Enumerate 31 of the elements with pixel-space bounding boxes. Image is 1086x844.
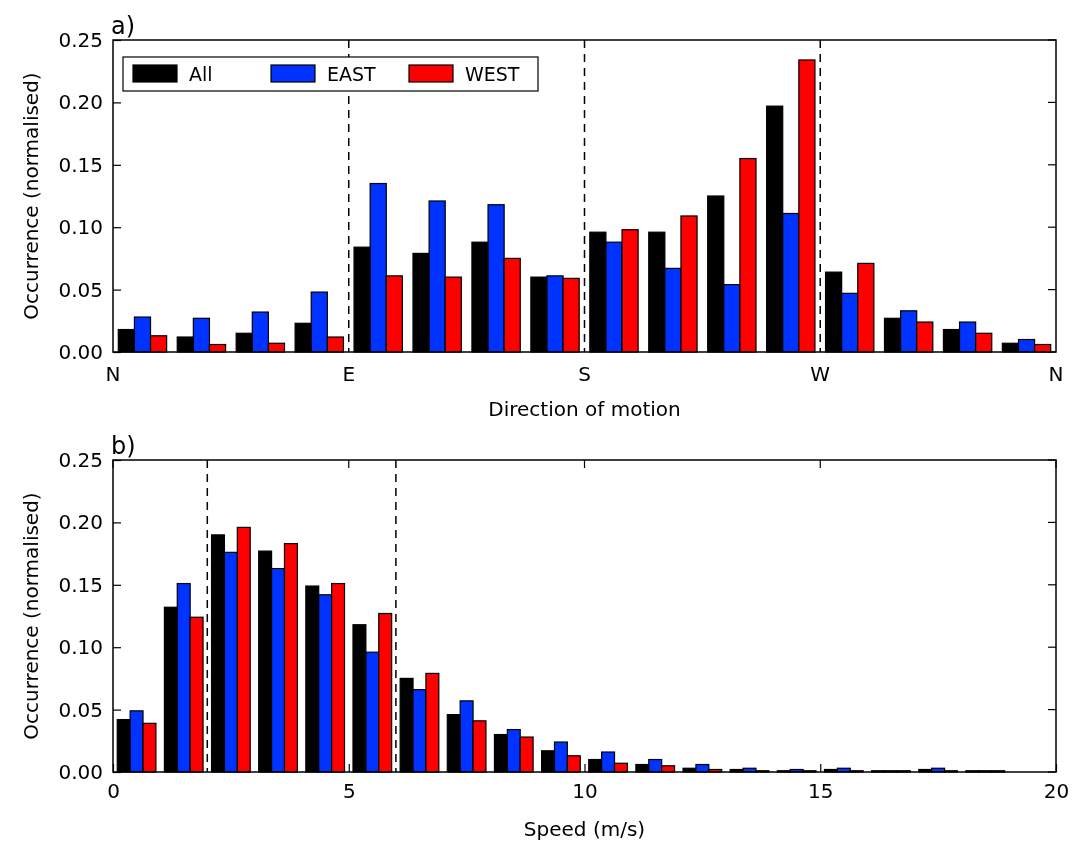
y-tick-label: 0.10 bbox=[58, 215, 103, 240]
x-axis-title: Speed (m/s) bbox=[523, 817, 646, 841]
chart-title: a) bbox=[111, 12, 136, 40]
x-tick-label: 10 bbox=[572, 779, 598, 804]
y-axis-title: Occurrence (normalised) bbox=[19, 72, 43, 320]
text: E bbox=[342, 362, 356, 386]
legend-label: All bbox=[189, 63, 213, 85]
text: N bbox=[1048, 362, 1064, 386]
text: W bbox=[810, 362, 831, 386]
text: S bbox=[578, 362, 591, 386]
y-axis-title: Occurrence (normalised) bbox=[19, 492, 43, 740]
y-tick-label: 0.05 bbox=[58, 697, 103, 722]
chart-title: b) bbox=[111, 432, 136, 460]
y-tick-label: 0.25 bbox=[58, 27, 103, 52]
y-tick-label: 0.20 bbox=[58, 510, 103, 535]
x-tick-label: 0 bbox=[107, 779, 120, 804]
y-tick-label: 0.00 bbox=[58, 339, 103, 364]
legend-label: WEST bbox=[465, 63, 520, 85]
y-tick-label: 0.10 bbox=[58, 635, 103, 660]
y-tick-label: 0.25 bbox=[58, 447, 103, 472]
text: N bbox=[105, 362, 121, 386]
y-tick-label: 0.15 bbox=[58, 152, 103, 177]
x-axis-title: Direction of motion bbox=[488, 397, 681, 421]
y-tick-label: 0.00 bbox=[58, 759, 103, 784]
y-tick-label: 0.15 bbox=[58, 572, 103, 597]
legend-label: EAST bbox=[327, 63, 377, 85]
x-tick-label: 15 bbox=[808, 779, 834, 804]
x-tick-label: 20 bbox=[1043, 779, 1070, 804]
y-tick-label: 0.20 bbox=[58, 90, 103, 115]
x-tick-label: 5 bbox=[342, 779, 356, 804]
y-tick-label: 0.05 bbox=[58, 277, 103, 302]
